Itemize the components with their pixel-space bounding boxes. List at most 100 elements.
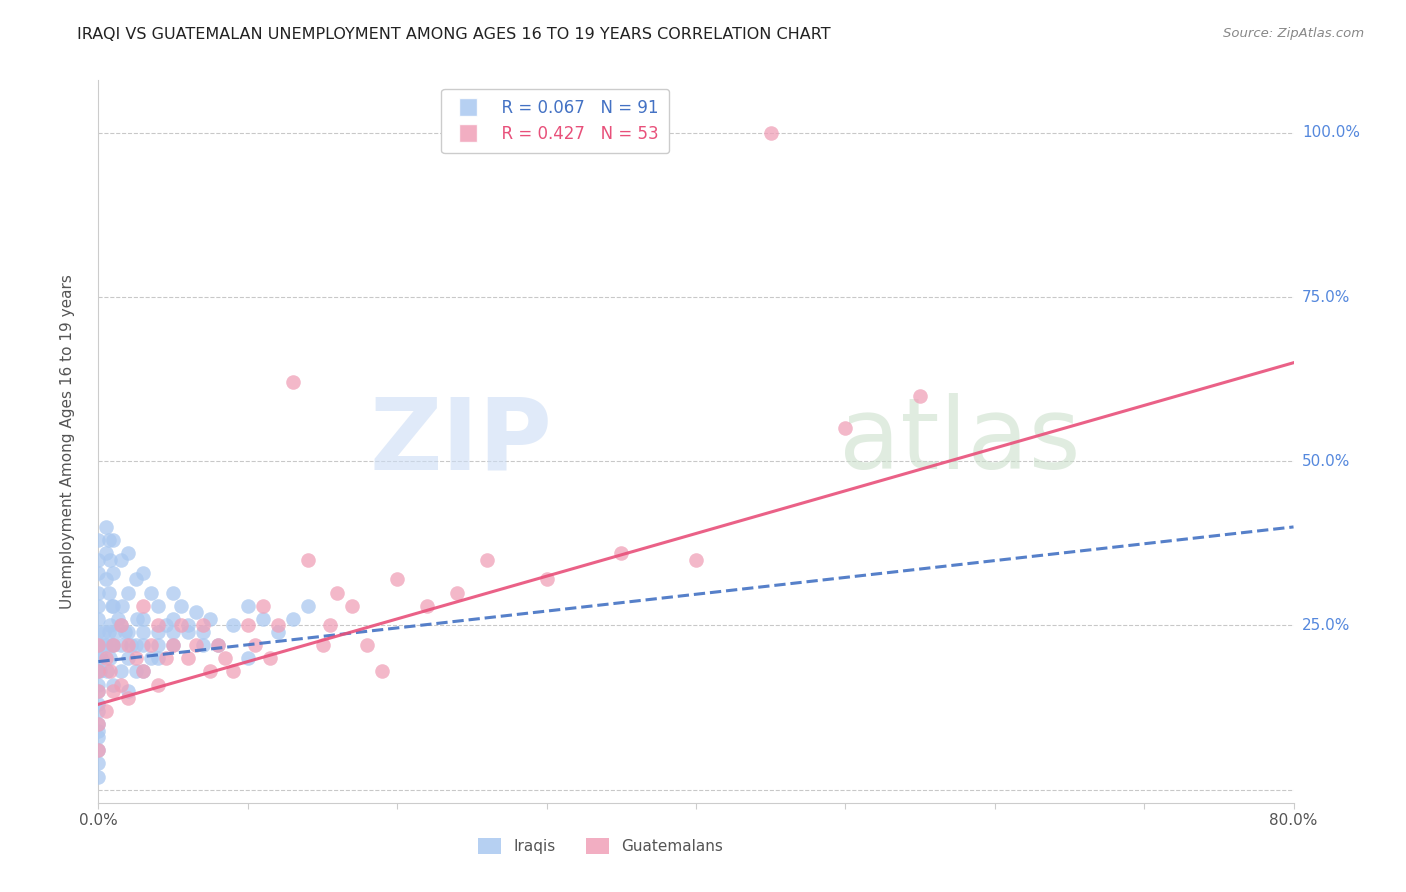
- Text: 50.0%: 50.0%: [1302, 454, 1350, 468]
- Point: [200, 612, 222, 626]
- Point: [107, 612, 129, 626]
- Point: [87, 585, 110, 599]
- Point: [132, 638, 155, 652]
- Point: [169, 618, 191, 632]
- Point: [87, 638, 110, 652]
- Point: [162, 625, 184, 640]
- Point: [319, 618, 342, 632]
- Point: [87, 566, 110, 580]
- Point: [475, 553, 498, 567]
- Point: [177, 651, 200, 665]
- Text: 25.0%: 25.0%: [1302, 618, 1350, 633]
- Point: [125, 573, 148, 587]
- Text: Source: ZipAtlas.com: Source: ZipAtlas.com: [1223, 27, 1364, 40]
- Point: [101, 599, 124, 613]
- Point: [132, 625, 155, 640]
- Point: [117, 585, 139, 599]
- Point: [87, 599, 110, 613]
- Point: [87, 723, 110, 738]
- Point: [759, 126, 782, 140]
- Point: [236, 651, 259, 665]
- Point: [117, 690, 139, 705]
- Point: [87, 704, 110, 718]
- Point: [98, 553, 122, 567]
- Point: [91, 638, 114, 652]
- Point: [297, 599, 319, 613]
- Point: [236, 618, 259, 632]
- Point: [245, 638, 267, 652]
- Point: [200, 665, 222, 679]
- Point: [155, 651, 177, 665]
- Point: [148, 638, 170, 652]
- Point: [342, 599, 364, 613]
- Point: [222, 665, 245, 679]
- Point: [103, 684, 125, 698]
- Point: [252, 612, 274, 626]
- Point: [103, 638, 125, 652]
- Point: [110, 665, 132, 679]
- Point: [98, 651, 122, 665]
- Point: [155, 618, 177, 632]
- Point: [148, 618, 170, 632]
- Point: [110, 677, 132, 691]
- Point: [125, 651, 148, 665]
- Point: [87, 756, 110, 771]
- Point: [103, 599, 125, 613]
- Point: [139, 638, 162, 652]
- Point: [94, 573, 117, 587]
- Point: [184, 605, 207, 619]
- Point: [103, 566, 125, 580]
- Point: [148, 651, 170, 665]
- Point: [297, 553, 319, 567]
- Point: [139, 651, 162, 665]
- Point: [214, 651, 236, 665]
- Point: [184, 638, 207, 652]
- Point: [148, 599, 170, 613]
- Point: [87, 684, 110, 698]
- Point: [117, 684, 139, 698]
- Point: [97, 585, 120, 599]
- Point: [98, 618, 122, 632]
- Point: [90, 651, 112, 665]
- Point: [125, 638, 148, 652]
- Point: [94, 704, 117, 718]
- Point: [267, 625, 290, 640]
- Point: [87, 625, 110, 640]
- Y-axis label: Unemployment Among Ages 16 to 19 years: Unemployment Among Ages 16 to 19 years: [60, 274, 75, 609]
- Point: [834, 421, 856, 435]
- Point: [103, 638, 125, 652]
- Point: [162, 585, 184, 599]
- Point: [110, 638, 132, 652]
- Point: [177, 625, 200, 640]
- Point: [207, 638, 229, 652]
- Point: [87, 612, 110, 626]
- Point: [87, 638, 110, 652]
- Point: [162, 638, 184, 652]
- Point: [93, 625, 115, 640]
- Point: [111, 599, 134, 613]
- Point: [132, 612, 155, 626]
- Point: [117, 651, 139, 665]
- Point: [416, 599, 439, 613]
- Text: 75.0%: 75.0%: [1302, 290, 1350, 304]
- Text: atlas: atlas: [839, 393, 1081, 490]
- Point: [132, 665, 155, 679]
- Point: [87, 665, 110, 679]
- Point: [94, 546, 117, 560]
- Point: [169, 599, 191, 613]
- Point: [87, 665, 110, 679]
- Point: [326, 585, 349, 599]
- Point: [191, 638, 214, 652]
- Point: [132, 599, 155, 613]
- Legend: Iraqis, Guatemalans: Iraqis, Guatemalans: [472, 832, 728, 860]
- Point: [311, 638, 333, 652]
- Point: [148, 625, 170, 640]
- Point: [536, 573, 558, 587]
- Point: [385, 573, 409, 587]
- Point: [162, 638, 184, 652]
- Point: [94, 638, 117, 652]
- Point: [371, 665, 394, 679]
- Point: [87, 698, 110, 712]
- Point: [87, 684, 110, 698]
- Point: [110, 618, 132, 632]
